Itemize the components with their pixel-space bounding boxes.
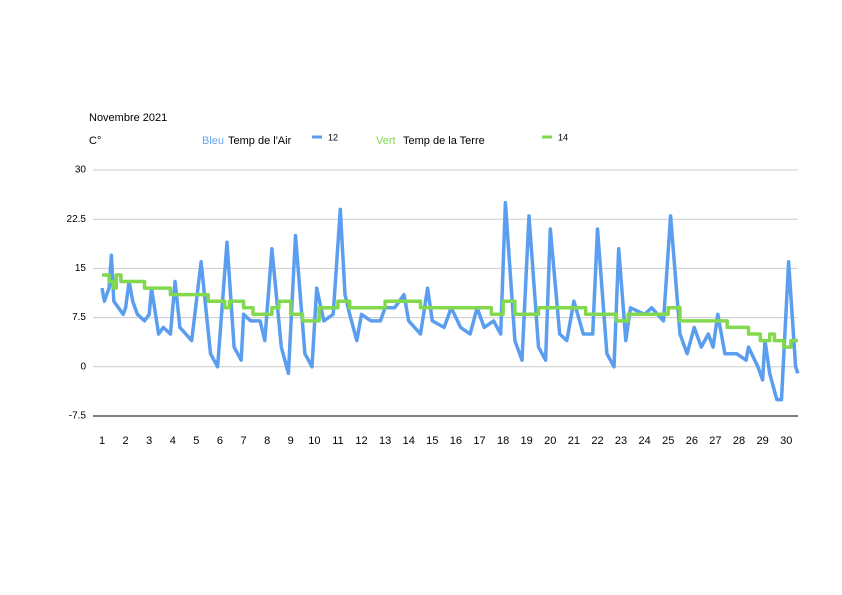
x-tick-label: 12 <box>355 435 367 447</box>
x-tick-label: 2 <box>123 435 129 447</box>
x-tick-label: 28 <box>733 435 745 447</box>
x-tick-label: 24 <box>639 435 651 447</box>
x-tick-label: 15 <box>426 435 438 447</box>
legend-label: 14 <box>558 132 568 142</box>
y-tick-label: -7.5 <box>69 411 87 422</box>
y-tick-label: 30 <box>75 165 87 176</box>
series-line <box>102 273 798 349</box>
x-tick-label: 9 <box>288 435 294 447</box>
legend-note-color: Bleu <box>202 135 224 147</box>
x-tick-label: 7 <box>240 435 246 447</box>
x-tick-label: 23 <box>615 435 627 447</box>
x-tick-label: 4 <box>170 435 176 447</box>
x-tick-label: 11 <box>332 435 343 447</box>
x-tick-label: 18 <box>497 435 509 447</box>
x-tick-label: 27 <box>709 435 721 447</box>
x-tick-label: 19 <box>521 435 533 447</box>
x-tick-label: 29 <box>756 435 768 447</box>
chart-title: Novembre 2021 <box>89 112 167 124</box>
x-tick-label: 13 <box>379 435 391 447</box>
x-tick-label: 3 <box>146 435 152 447</box>
x-tick-label: 17 <box>473 435 485 447</box>
y-tick-label: 7.5 <box>72 312 86 323</box>
x-tick-label: 8 <box>264 435 270 447</box>
x-tick-label: 20 <box>544 435 556 447</box>
y-tick-label: 0 <box>80 361 86 372</box>
x-tick-label: 22 <box>591 435 603 447</box>
x-tick-label: 10 <box>308 435 320 447</box>
y-tick-label: 22.5 <box>67 214 87 225</box>
legend-label: 12 <box>328 132 338 142</box>
x-tick-label: 5 <box>193 435 199 447</box>
x-tick-label: 6 <box>217 435 223 447</box>
legend-note: Temp de l'Air <box>228 135 292 147</box>
x-tick-label: 1 <box>99 435 105 447</box>
x-tick-label: 16 <box>450 435 462 447</box>
x-tick-label: 21 <box>568 435 580 447</box>
legend-note-color: Vert <box>376 135 396 147</box>
x-tick-label: 14 <box>403 435 415 447</box>
x-tick-label: 30 <box>780 435 792 447</box>
y-axis-label: C° <box>89 135 101 147</box>
legend-note: Temp de la Terre <box>403 135 485 147</box>
series-line <box>100 201 800 402</box>
y-tick-label: 15 <box>75 263 87 274</box>
x-tick-label: 25 <box>662 435 674 447</box>
x-tick-label: 26 <box>686 435 698 447</box>
